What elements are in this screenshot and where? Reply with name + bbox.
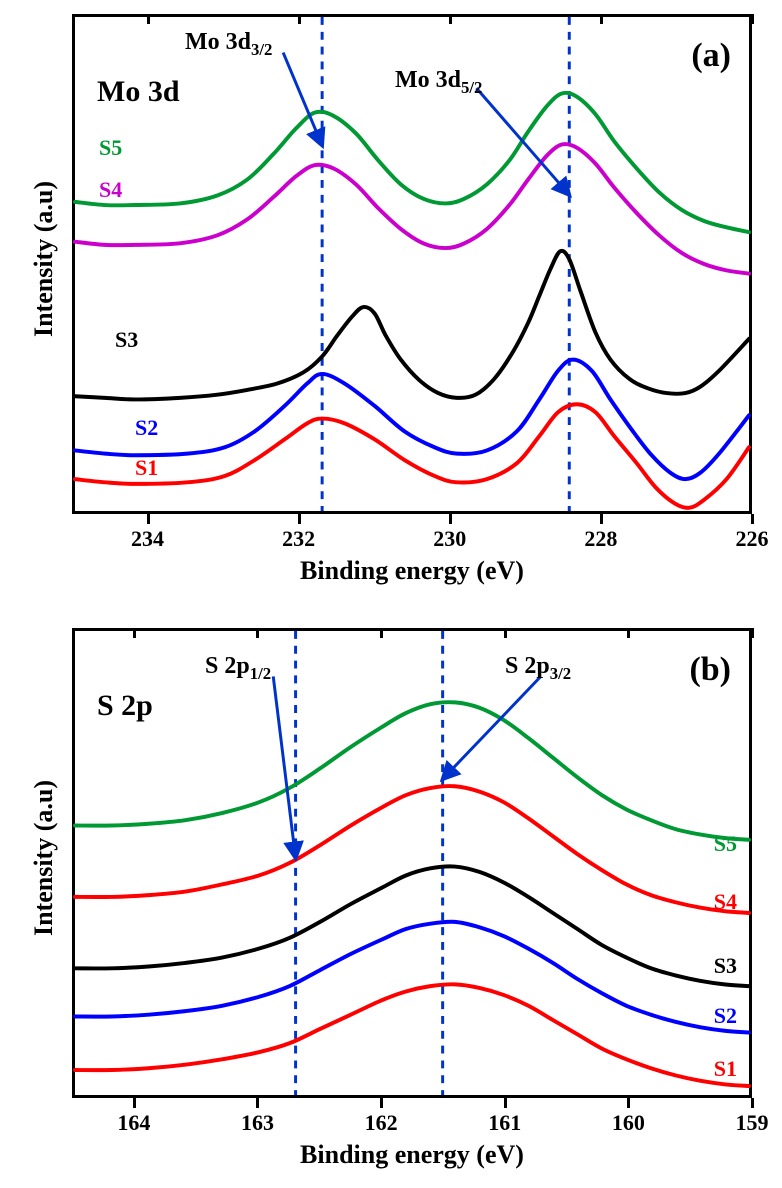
panel-a-xlabel: Binding energy (eV) <box>72 556 752 586</box>
peak1-text: Mo 3d <box>185 29 251 55</box>
figure-page: (a) Mo 3d Mo 3d3/2 Mo 3d5/2 S1S2S3S4S5 I… <box>0 0 782 1188</box>
x-tick-label: 162 <box>356 1110 406 1136</box>
x-tick <box>600 514 603 524</box>
x-tick <box>256 1098 259 1108</box>
panel-a: (a) Mo 3d Mo 3d3/2 Mo 3d5/2 S1S2S3S4S5 I… <box>0 0 782 604</box>
series-label-S5: S5 <box>99 135 122 161</box>
panel-b: (b) S 2p S 2p1/2 S 2p3/2 S1S2S3S4S5 Inte… <box>0 614 782 1188</box>
x-tick-label: 226 <box>727 526 777 552</box>
x-tick <box>147 514 150 524</box>
x-tick-top <box>751 628 754 638</box>
panel-b-svg <box>75 631 749 1095</box>
x-tick <box>627 1098 630 1108</box>
x-tick-top <box>627 628 630 638</box>
x-tick-top <box>133 628 136 638</box>
panel-a-peak1-label: Mo 3d3/2 <box>185 29 272 60</box>
series-label-S3: S3 <box>714 953 737 979</box>
series-S3 <box>75 251 749 400</box>
series-label-S1: S1 <box>714 1056 737 1082</box>
x-tick-top <box>751 14 754 24</box>
panel-a-plot: (a) Mo 3d Mo 3d3/2 Mo 3d5/2 S1S2S3S4S5 <box>72 14 752 514</box>
series-label-S4: S4 <box>99 177 122 203</box>
peak2b-sub: 3/2 <box>550 664 571 683</box>
peak1b-sub: 1/2 <box>250 664 271 683</box>
panel-a-ylabel: Intensity (a.u) <box>29 149 59 369</box>
panel-b-ylabel: Intensity (a.u) <box>29 748 59 968</box>
series-S5 <box>75 702 749 840</box>
panel-b-region-label: S 2p <box>97 689 153 723</box>
series-S2 <box>75 922 749 1033</box>
series-label-S2: S2 <box>714 1003 737 1029</box>
x-tick-top <box>600 14 603 24</box>
series-S4 <box>75 144 749 274</box>
x-tick-label: 164 <box>109 1110 159 1136</box>
x-tick <box>380 1098 383 1108</box>
series-label-S3: S3 <box>115 327 138 353</box>
panel-b-plot: (b) S 2p S 2p1/2 S 2p3/2 S1S2S3S4S5 <box>72 628 752 1098</box>
x-tick <box>133 1098 136 1108</box>
x-tick-top <box>298 14 301 24</box>
series-label-S1: S1 <box>135 455 158 481</box>
x-tick-label: 160 <box>603 1110 653 1136</box>
x-tick-top <box>256 628 259 638</box>
x-tick-label: 159 <box>727 1110 777 1136</box>
peak2-text: Mo 3d <box>395 67 461 93</box>
x-tick-top <box>504 628 507 638</box>
series-S5 <box>75 93 749 232</box>
x-tick <box>751 514 754 524</box>
series-label-S2: S2 <box>135 415 158 441</box>
x-tick <box>449 514 452 524</box>
series-S1 <box>75 984 749 1086</box>
panel-b-peak1-label: S 2p1/2 <box>205 653 271 684</box>
x-tick-label: 232 <box>274 526 324 552</box>
peak1-sub: 3/2 <box>251 40 272 59</box>
x-tick-top <box>147 14 150 24</box>
x-tick <box>298 514 301 524</box>
series-label-S4: S4 <box>714 889 737 915</box>
series-S2 <box>75 360 749 480</box>
x-tick-top <box>380 628 383 638</box>
panel-b-letter: (b) <box>689 651 731 689</box>
peak2-sub: 5/2 <box>461 78 482 97</box>
x-tick <box>504 1098 507 1108</box>
x-tick <box>751 1098 754 1108</box>
panel-b-peak2-label: S 2p3/2 <box>505 653 571 684</box>
x-tick-label: 228 <box>576 526 626 552</box>
panel-b-xlabel: Binding energy (eV) <box>72 1140 752 1170</box>
panel-a-peak2-label: Mo 3d5/2 <box>395 67 482 98</box>
x-tick-label: 230 <box>425 526 475 552</box>
panel-a-letter: (a) <box>691 37 731 75</box>
x-tick-top <box>449 14 452 24</box>
x-tick-label: 163 <box>232 1110 282 1136</box>
x-tick-label: 234 <box>123 526 173 552</box>
series-S4 <box>75 786 749 913</box>
series-label-S5: S5 <box>714 831 737 857</box>
panel-a-region-label: Mo 3d <box>97 75 180 109</box>
x-tick-label: 161 <box>480 1110 530 1136</box>
peak2b-text: S 2p <box>505 653 550 679</box>
peak1b-text: S 2p <box>205 653 250 679</box>
